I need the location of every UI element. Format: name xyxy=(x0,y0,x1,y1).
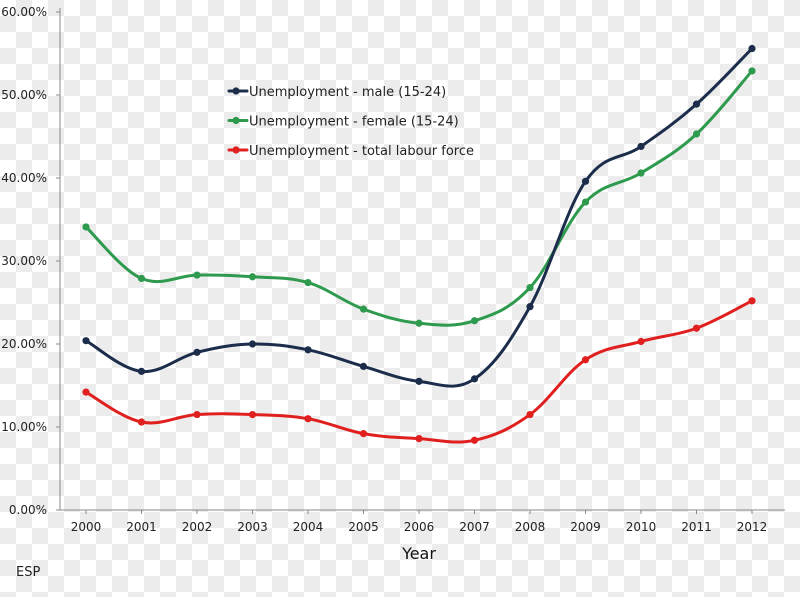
axes: 0.00% 10.00% 20.00% 30.00% 40.00% 50.00% 60.00… xyxy=(1,5,785,563)
y-tick-label: 0.00% xyxy=(9,503,47,517)
data-point xyxy=(359,305,368,313)
y-tick-label: 40.00% xyxy=(1,171,47,185)
data-point xyxy=(137,367,146,375)
data-point xyxy=(470,436,479,444)
legend-swatch-marker xyxy=(232,116,240,125)
x-tick-label: 2002 xyxy=(182,520,213,534)
data-point xyxy=(581,356,590,364)
data-point xyxy=(470,375,479,383)
data-point xyxy=(581,198,590,206)
legend-label: Unemployment - female (15-24) xyxy=(249,115,459,130)
data-point xyxy=(637,142,645,151)
x-tick-label: 2008 xyxy=(515,520,546,534)
data-point xyxy=(304,278,312,287)
y-tick-label: 20.00% xyxy=(1,337,47,351)
legend-label: Unemployment - male (15-24) xyxy=(249,85,446,100)
data-point xyxy=(304,415,312,423)
y-tick-label: 60.00% xyxy=(1,5,47,19)
data-point xyxy=(82,388,90,396)
data-point xyxy=(248,273,257,281)
data-point xyxy=(692,324,701,332)
x-tick-label: 2003 xyxy=(237,520,268,534)
data-point xyxy=(248,340,257,348)
x-tick-label: 2012 xyxy=(737,520,768,534)
data-point xyxy=(581,177,590,185)
series-layer xyxy=(82,44,756,444)
x-tick-label: 2004 xyxy=(293,520,324,534)
series-line-2 xyxy=(84,69,754,327)
x-axis-title: Year xyxy=(401,544,436,563)
legend-label: Unemployment - total labour force xyxy=(249,144,474,159)
data-point xyxy=(193,348,201,356)
data-point xyxy=(137,274,146,283)
x-tick-label: 2001 xyxy=(126,520,157,534)
x-tick-label: 2009 xyxy=(570,520,601,534)
x-tick-label: 2000 xyxy=(71,520,102,534)
x-tick-label: 2010 xyxy=(626,520,657,534)
legend: Unemployment - male (15-24) Unemployment … xyxy=(227,85,474,159)
data-point xyxy=(415,319,423,327)
data-point xyxy=(748,67,756,75)
data-point xyxy=(359,362,368,371)
data-point xyxy=(359,430,368,438)
data-point xyxy=(193,410,201,419)
data-point xyxy=(415,377,423,385)
legend-swatch-marker xyxy=(232,146,240,154)
y-tick-label: 50.00% xyxy=(1,88,47,102)
data-point xyxy=(692,130,701,138)
data-point xyxy=(82,337,90,345)
x-tick-label: 2005 xyxy=(348,520,379,534)
y-tick-label: 30.00% xyxy=(1,254,47,268)
data-point xyxy=(637,337,645,346)
x-tick-label: 2011 xyxy=(681,520,712,534)
data-point xyxy=(82,223,90,231)
data-point xyxy=(193,271,201,279)
data-point xyxy=(470,317,479,325)
x-tick-label: 2007 xyxy=(459,520,490,534)
data-point xyxy=(637,169,645,177)
data-point xyxy=(304,346,312,354)
data-point xyxy=(137,418,146,426)
data-point xyxy=(748,44,756,53)
data-point xyxy=(248,410,257,419)
data-point xyxy=(526,283,534,292)
data-point xyxy=(415,435,423,443)
country-code: ESP xyxy=(16,565,41,580)
legend-swatch-marker xyxy=(232,87,240,95)
data-point xyxy=(748,297,756,305)
data-point xyxy=(526,303,534,311)
data-point xyxy=(526,410,534,419)
y-tick-label: 10.00% xyxy=(1,420,47,434)
data-point xyxy=(692,100,701,108)
x-tick-label: 2006 xyxy=(404,520,435,534)
